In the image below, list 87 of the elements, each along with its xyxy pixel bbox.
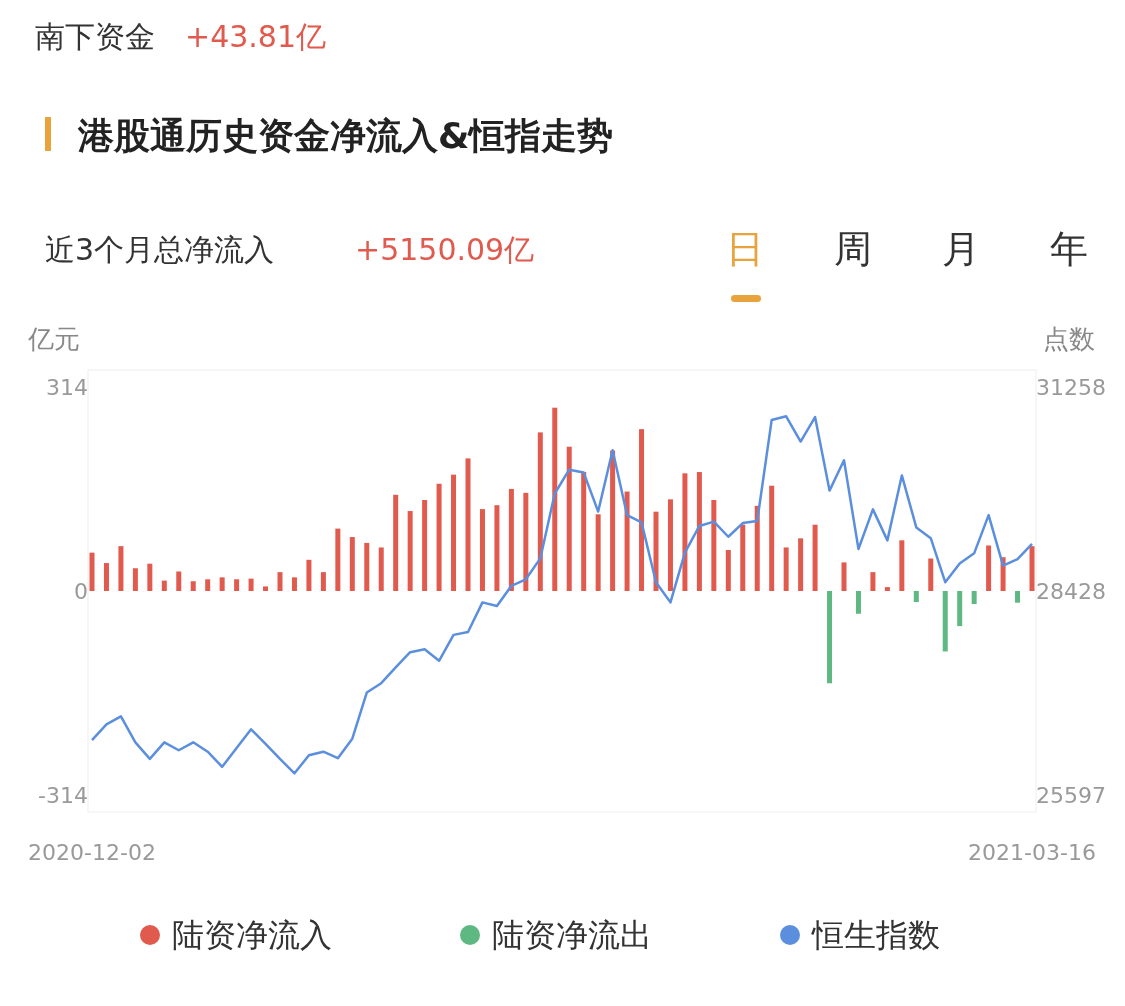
bar xyxy=(610,450,616,591)
bar xyxy=(769,485,775,591)
bar xyxy=(870,572,876,591)
bar xyxy=(783,547,789,591)
y2-tick-label: 28428 xyxy=(1036,578,1106,604)
bar xyxy=(393,494,399,591)
bar xyxy=(957,591,963,627)
y2-tick-label: 25597 xyxy=(1036,782,1106,808)
bar xyxy=(1015,591,1021,603)
bar xyxy=(176,571,182,591)
bar xyxy=(248,578,254,591)
x-tick-label: 2020-12-02 xyxy=(28,840,156,865)
bar xyxy=(537,432,543,591)
bar xyxy=(364,542,370,591)
bar xyxy=(639,429,645,591)
bar xyxy=(291,577,297,591)
y-tick-label: 0 xyxy=(74,578,88,604)
bar xyxy=(696,472,702,591)
bar xyxy=(928,558,934,591)
bar xyxy=(841,562,847,591)
bar xyxy=(89,552,95,591)
bar xyxy=(378,547,384,591)
bar xyxy=(190,581,196,591)
bar xyxy=(263,586,269,591)
bar xyxy=(422,500,428,591)
text: 南下资金 xyxy=(35,19,155,54)
bar xyxy=(465,458,471,591)
bar xyxy=(1029,546,1035,591)
text: +5150.09亿 xyxy=(355,232,535,267)
legend-label: 陆资净流出 xyxy=(492,916,652,955)
bar xyxy=(855,591,861,614)
bar xyxy=(986,545,992,591)
bar xyxy=(682,473,688,591)
x-tick-label: 2021-03-16 xyxy=(968,840,1096,865)
bar xyxy=(624,491,630,591)
bar xyxy=(335,528,341,591)
bar xyxy=(812,524,818,591)
bar xyxy=(971,591,977,604)
bar xyxy=(913,591,919,603)
bar xyxy=(161,580,167,591)
text: +43.81亿 xyxy=(185,19,327,54)
bar xyxy=(479,509,485,591)
bar xyxy=(407,511,413,591)
bar xyxy=(667,499,673,591)
bar xyxy=(711,500,717,591)
y-axis-title: 亿元 xyxy=(27,324,80,354)
bar xyxy=(552,407,558,591)
bar xyxy=(508,488,514,591)
text: 日 xyxy=(726,227,764,271)
bar xyxy=(523,492,529,591)
bar xyxy=(306,559,312,591)
bar xyxy=(884,587,890,591)
bar xyxy=(349,537,355,591)
bar xyxy=(436,483,442,591)
y-tick-label: 314 xyxy=(46,374,88,400)
legend-label: 恒生指数 xyxy=(811,916,940,955)
bar xyxy=(103,563,109,591)
bar xyxy=(205,579,211,591)
bar xyxy=(942,591,948,652)
bar xyxy=(451,474,457,591)
bar xyxy=(581,472,587,591)
bar xyxy=(899,540,905,591)
bar xyxy=(234,579,240,591)
text: 月 xyxy=(942,227,980,271)
bar xyxy=(827,591,833,684)
chart-title: 港股通历史资金净流入&恒指走势 xyxy=(77,115,614,156)
bar xyxy=(320,572,326,591)
bar xyxy=(147,563,153,591)
legend-label: 陆资净流入 xyxy=(172,916,332,955)
bar xyxy=(725,550,731,591)
bar xyxy=(566,446,572,591)
bar xyxy=(219,577,225,591)
line-series xyxy=(90,415,1034,775)
bar xyxy=(118,546,124,591)
y-tick-label: -314 xyxy=(38,782,88,808)
text: 年 xyxy=(1050,227,1088,271)
y2-tick-label: 31258 xyxy=(1036,374,1106,400)
bar xyxy=(740,524,746,591)
bar xyxy=(277,572,283,591)
bar xyxy=(132,568,138,591)
bar xyxy=(798,538,804,591)
y2-axis-title: 点数 xyxy=(1043,324,1095,354)
bar xyxy=(595,514,601,591)
chart-subtitle: 近3个月总净流入 xyxy=(45,232,275,267)
text: 周 xyxy=(834,227,872,271)
bar xyxy=(653,511,659,591)
bar xyxy=(494,505,500,591)
